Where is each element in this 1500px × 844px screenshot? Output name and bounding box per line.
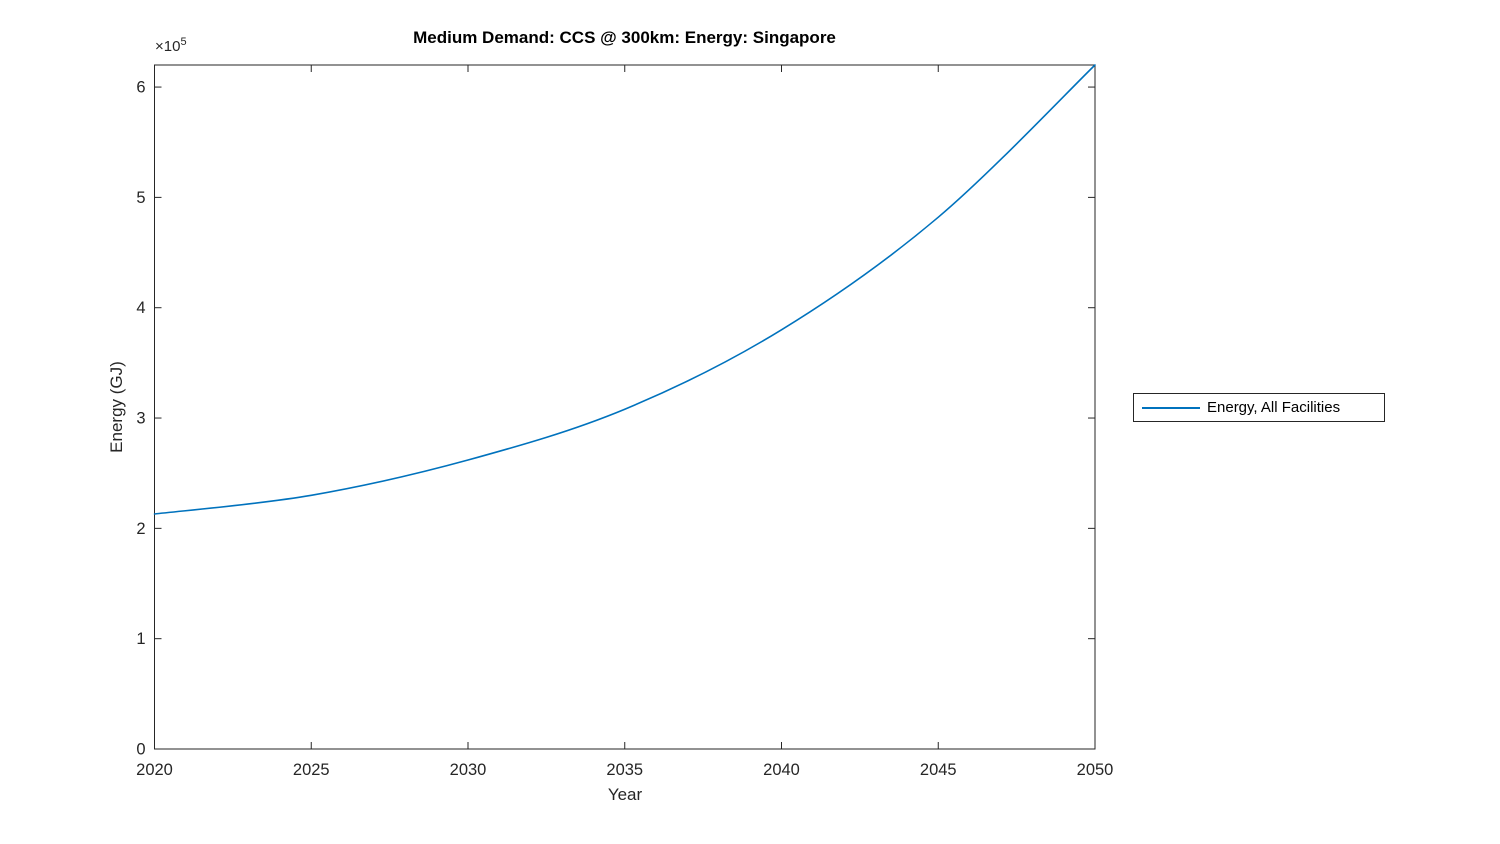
y-axis-multiplier-exponent: 5: [180, 36, 187, 48]
y-axis-multiplier-base: ×10: [155, 38, 181, 55]
x-tick-label: 2035: [606, 761, 643, 779]
legend: Energy, All Facilities: [1133, 393, 1385, 422]
y-tick-label: 6: [136, 79, 145, 97]
axes-box: [154, 64, 1096, 750]
y-tick-label: 0: [136, 741, 145, 759]
y-tick-label: 2: [136, 520, 145, 538]
legend-line-sample-icon: [1142, 406, 1200, 409]
y-axis-multiplier: ×105: [155, 36, 187, 55]
y-tick-label: 4: [136, 299, 145, 317]
y-tick-label: 5: [136, 189, 145, 207]
y-tick-label: 1: [136, 630, 145, 648]
x-tick-label: 2045: [920, 761, 957, 779]
x-tick-label: 2020: [136, 761, 173, 779]
chart-title: Medium Demand: CCS @ 300km: Energy: Sing…: [413, 28, 836, 47]
x-tick-label: 2025: [293, 761, 330, 779]
y-tick-label: 3: [136, 410, 145, 428]
x-axis-label: Year: [607, 785, 643, 804]
energy-series-line: [153, 64, 1096, 515]
legend-item-label: Energy, All Facilities: [1207, 399, 1341, 416]
x-tick-label: 2050: [1077, 761, 1114, 779]
x-tick-label: 2040: [763, 761, 800, 779]
x-tick-label: 2030: [450, 761, 487, 779]
y-axis-label: Energy (GJ): [107, 361, 126, 453]
